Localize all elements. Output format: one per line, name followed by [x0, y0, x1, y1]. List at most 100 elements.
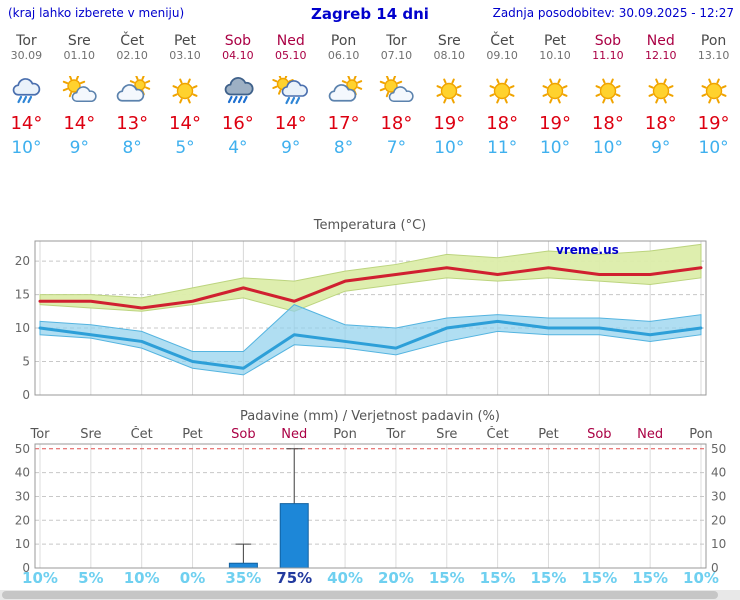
- day-date: 01.10: [63, 49, 96, 62]
- high-temp: 19°: [433, 113, 466, 134]
- day-date: 03.10: [169, 49, 201, 62]
- low-temp: 9°: [651, 138, 671, 158]
- svg-text:Pon: Pon: [689, 427, 713, 442]
- day-date: 10.10: [539, 49, 571, 62]
- svg-text:Tor: Tor: [385, 427, 406, 442]
- low-temp: 4°: [228, 138, 248, 158]
- day-column: Pet 03.10 14° 5°: [159, 26, 212, 172]
- svg-text:10%: 10%: [683, 569, 719, 587]
- day-date: 06.10: [327, 49, 360, 62]
- day-column: Čet 02.10 13° 8°: [106, 26, 159, 172]
- day-name: Čet: [490, 33, 515, 49]
- svg-text:35%: 35%: [225, 569, 261, 587]
- day-name: Sob: [594, 33, 622, 49]
- cloud-rain-icon: [0, 75, 53, 107]
- svg-text:30: 30: [711, 489, 726, 503]
- day-name: Ned: [276, 33, 305, 49]
- svg-text:Ned: Ned: [281, 427, 307, 442]
- sun-icon: [634, 75, 687, 107]
- day-column: Čet 09.10 18° 11°: [476, 26, 529, 172]
- low-temp: 8°: [122, 138, 142, 158]
- high-temp: 14°: [169, 113, 201, 134]
- high-temp: 19°: [539, 113, 571, 134]
- day-name: Pet: [544, 33, 567, 49]
- svg-text:20: 20: [15, 513, 30, 527]
- page-title: Zagreb 14 dni: [311, 5, 429, 23]
- temperature-chart: 0 5 10 15 20 vreme.us: [15, 240, 707, 402]
- day-name: Čet: [120, 33, 145, 49]
- sun-icon: [476, 75, 529, 107]
- sun-cloud-rain-icon: [264, 75, 317, 107]
- low-temp: 5°: [175, 138, 195, 158]
- sun-icon: [423, 75, 476, 107]
- low-temp: 8°: [333, 138, 354, 158]
- svg-text:15%: 15%: [480, 569, 516, 587]
- precipitation-chart-title: Padavine (mm) / Verjetnost padavin (%): [240, 409, 500, 424]
- high-temp: 18°: [380, 113, 413, 134]
- svg-text:Sre: Sre: [80, 427, 101, 442]
- day-column: Tor 07.10 18° 7°: [370, 26, 423, 172]
- svg-text:Sob: Sob: [587, 427, 611, 442]
- scrollbar-thumb[interactable]: [2, 591, 718, 599]
- svg-text:10: 10: [15, 321, 30, 335]
- day-name: Sre: [67, 33, 91, 49]
- day-date: 13.10: [697, 49, 730, 62]
- svg-text:Pet: Pet: [182, 427, 202, 442]
- day-date: 09.10: [486, 49, 518, 62]
- day-date: 02.10: [116, 49, 148, 62]
- svg-text:40: 40: [15, 466, 30, 480]
- sun-icon: [687, 75, 740, 107]
- sun-icon: [581, 75, 634, 107]
- cloud-sun-icon: [106, 75, 159, 107]
- day-column: Ned 05.10 14° 9°: [264, 26, 317, 172]
- svg-text:40: 40: [711, 466, 726, 480]
- svg-text:Ned: Ned: [637, 427, 663, 442]
- low-temp: 9°: [281, 138, 301, 158]
- day-name: Tor: [386, 33, 407, 49]
- svg-text:40%: 40%: [327, 569, 363, 587]
- day-name: Ned: [646, 33, 675, 49]
- day-date: 12.10: [644, 49, 677, 62]
- low-temp: 10°: [592, 138, 623, 158]
- high-temp: 13°: [116, 113, 149, 134]
- precipitation-chart: Tor Sre Čet Pet Sob Ned Pon Tor Sre Čet Pet Sob Ned P…: [15, 426, 727, 587]
- day-date: 04.10: [222, 49, 254, 62]
- svg-text:10%: 10%: [22, 569, 58, 587]
- precipitation-section: Padavine (mm) / Verjetnost padavin (%) T…: [0, 409, 740, 588]
- horizontal-scrollbar[interactable]: [0, 590, 740, 600]
- svg-text:Pet: Pet: [538, 427, 558, 442]
- svg-text:20: 20: [711, 513, 726, 527]
- svg-text:15%: 15%: [632, 569, 668, 587]
- svg-text:Pon: Pon: [333, 427, 357, 442]
- svg-text:15%: 15%: [581, 569, 617, 587]
- high-temp: 16°: [221, 113, 254, 134]
- day-column: Pet 10.10 19° 10°: [529, 26, 582, 172]
- sun-cloud-icon: [53, 75, 106, 107]
- precip-bar: [228, 562, 258, 569]
- svg-text:50: 50: [15, 442, 30, 456]
- day-name: Sre: [437, 33, 461, 49]
- svg-text:0%: 0%: [180, 569, 205, 587]
- day-column: Pon 13.10 19° 10°: [687, 26, 740, 172]
- svg-text:50: 50: [711, 442, 726, 456]
- low-temp: 10°: [698, 138, 729, 158]
- menu-hint-text: (kraj lahko izberete v meniju): [8, 6, 185, 20]
- day-column: Tor 30.09 14° 10°: [0, 26, 53, 172]
- low-temp: 9°: [69, 138, 89, 158]
- high-temp: 14°: [63, 113, 96, 134]
- svg-text:15: 15: [15, 288, 30, 302]
- high-temp: 18°: [486, 113, 519, 134]
- svg-text:0: 0: [22, 561, 30, 575]
- last-updated-text: Zadnja posodobitev: 30.09.2025 - 12:27: [492, 6, 734, 20]
- svg-text:5%: 5%: [78, 569, 103, 587]
- sun-icon: [529, 75, 582, 107]
- header: (kraj lahko izberete v meniju) Zagreb 14…: [0, 0, 740, 26]
- svg-text:15%: 15%: [429, 569, 465, 587]
- day-date: 05.10: [274, 49, 307, 62]
- day-name: Sob: [224, 33, 252, 49]
- day-name: Pon: [330, 33, 357, 49]
- forecast-strip: Tor 30.09 14° 10° Sre 01.10 14° 9° Čet 0…: [0, 26, 740, 172]
- svg-text:Sre: Sre: [436, 427, 457, 442]
- high-temp: 19°: [697, 113, 730, 134]
